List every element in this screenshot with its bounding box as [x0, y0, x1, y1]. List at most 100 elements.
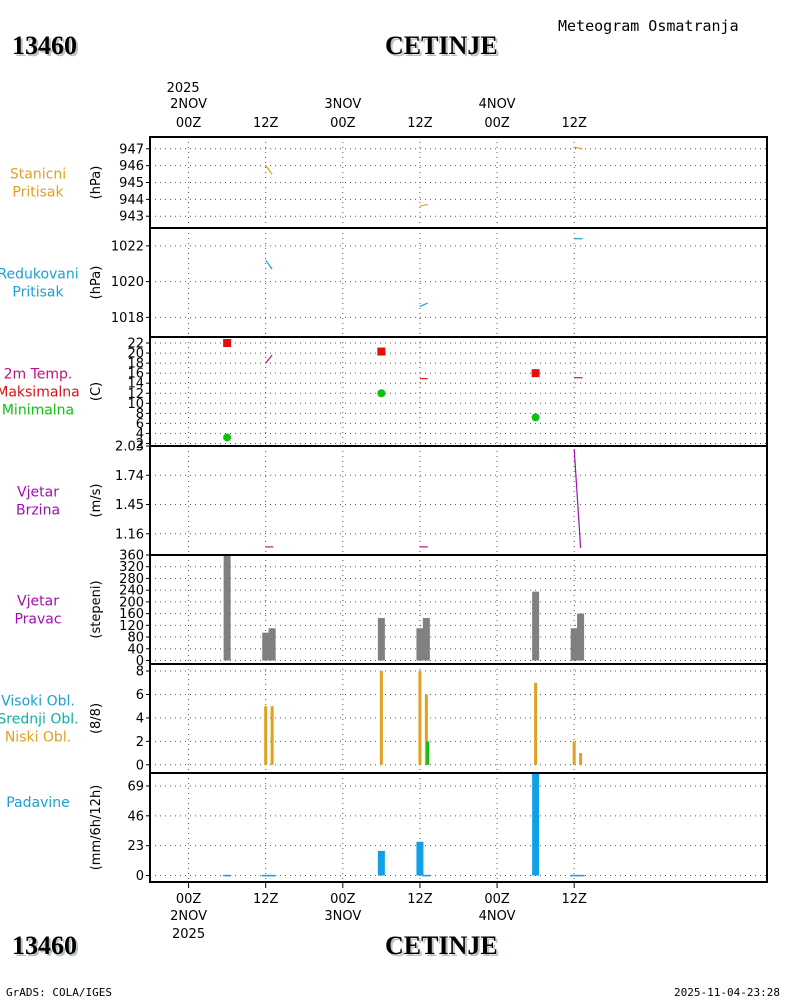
- panel-frame: [149, 136, 768, 229]
- top-time-tick-label: 00Z: [484, 116, 510, 131]
- panel-frame: [149, 227, 768, 338]
- max-temp-point: [531, 369, 540, 378]
- data-bar: [270, 706, 274, 765]
- value-tick-label: 46: [127, 809, 144, 824]
- panel-precipitation: 69 46 23 0 (mm/6h/12h) Padavine: [6, 772, 768, 884]
- value-tick-label: 10: [127, 397, 144, 412]
- data-bar: [426, 741, 430, 765]
- legend-label: Padavine: [6, 795, 70, 811]
- data-bar: [268, 628, 276, 661]
- panel-station-pressure: 947 946 945 944 943 (hPa) Stanicni Pritisak: [10, 136, 768, 229]
- max-temp-point: [377, 347, 386, 356]
- data-bar: [261, 874, 270, 877]
- value-tick-label: 40: [127, 642, 144, 657]
- value-tick-label: 946: [119, 159, 144, 174]
- data-bar: [422, 617, 430, 661]
- max-temp-point: [223, 339, 232, 348]
- value-tick-label: 23: [127, 839, 144, 854]
- panel-frame: [149, 772, 768, 883]
- panel-clouds: 8 6 4 2 0 (8/8) Visoki Obl. Srednji Obl. Niski O…: [0, 663, 768, 774]
- value-tick-label: 1.74: [115, 469, 144, 484]
- bottom-time-tick-label: 00Z: [176, 892, 202, 907]
- data-bar: [264, 706, 268, 765]
- bottom-time-tick-label: 12Z: [561, 892, 587, 907]
- value-tick-label: 360: [119, 549, 144, 564]
- value-tick-label: 4: [136, 427, 144, 442]
- value-tick-label: 320: [119, 560, 144, 575]
- panel-frame: [149, 445, 768, 556]
- bottom-time-tick-label: 00Z: [330, 892, 356, 907]
- value-tick-label: 1.16: [115, 527, 144, 542]
- legend-label: Stanicni: [10, 167, 66, 183]
- panel-frame: [149, 663, 768, 774]
- value-tick-label: 2.03: [115, 440, 144, 455]
- unit-label: (hPa): [89, 266, 104, 300]
- min-temp-point: [223, 433, 232, 442]
- legend-label: Brzina: [16, 503, 60, 519]
- legend-label: Pritisak: [12, 285, 64, 301]
- series-line: [574, 146, 583, 150]
- data-bar: [572, 741, 576, 765]
- value-tick-label: 945: [119, 176, 144, 191]
- data-bar: [577, 613, 585, 661]
- value-tick-label: 0: [136, 758, 144, 773]
- legend-label: Niski Obl.: [5, 730, 71, 746]
- credit-text: GrADS: COLA/IGES: [6, 986, 112, 999]
- value-tick-label: 16: [127, 367, 144, 382]
- panels: 947946945944943(hPa)StanicniPritisak1022…: [0, 136, 768, 884]
- panel-wind-speed: 2.03 1.74 1.45 1.16 (m/s) Vjetar Brzina: [16, 440, 768, 556]
- value-tick-label: 20: [127, 347, 144, 362]
- value-tick-label: 943: [119, 210, 144, 225]
- value-tick-label: 14: [127, 377, 144, 392]
- value-tick-label: 18: [127, 357, 144, 372]
- top-date-label: 4NOV: [479, 97, 516, 112]
- data-bar: [379, 671, 383, 765]
- value-tick-label: 1.45: [115, 498, 144, 513]
- unit-label: (m/s): [89, 484, 104, 518]
- top-date-label: 3NOV: [324, 97, 361, 112]
- data-bar: [532, 773, 540, 876]
- legend-label: Minimalna: [2, 403, 74, 419]
- data-bar: [377, 850, 385, 876]
- unit-label: (stepeni): [89, 580, 104, 638]
- data-bar: [534, 682, 538, 765]
- legend-label: Vjetar: [17, 485, 59, 501]
- value-tick-label: 6: [136, 417, 144, 432]
- series-line: [265, 165, 273, 175]
- top-year-label: 2025: [167, 81, 200, 96]
- legend-label: Visoki Obl.: [1, 694, 75, 710]
- legend-label: Redukovani: [0, 267, 79, 283]
- value-tick-label: 2: [136, 735, 144, 750]
- bottom-year-label: 2025: [172, 927, 205, 942]
- top-time-tick-label: 12Z: [407, 116, 433, 131]
- legend-label: Srednji Obl.: [0, 712, 79, 728]
- data-bar: [570, 628, 578, 661]
- value-tick-label: 12: [127, 387, 144, 402]
- value-tick-label: 8: [136, 407, 144, 422]
- station-name-footer: CETINJE: [385, 931, 498, 960]
- legend-label: Pravac: [14, 612, 61, 628]
- unit-label: (C): [89, 382, 104, 401]
- top-time-tick-label: 12Z: [253, 116, 279, 131]
- unit-label: (hPa): [89, 166, 104, 200]
- min-temp-point: [377, 389, 386, 398]
- data-bar: [576, 874, 585, 877]
- value-tick-label: 120: [119, 619, 144, 634]
- bottom-time-tick-label: 00Z: [484, 892, 510, 907]
- data-bar: [416, 628, 424, 661]
- data-bar: [424, 694, 428, 765]
- value-tick-label: 6: [136, 688, 144, 703]
- data-bar: [532, 591, 540, 661]
- data-bar: [262, 632, 270, 661]
- top-time-tick-label: 00Z: [176, 116, 202, 131]
- render-timestamp: 2025-11-04-23:28: [674, 986, 780, 999]
- series-line: [265, 354, 273, 364]
- value-tick-label: 22: [127, 337, 144, 352]
- station-id-header: 13460: [12, 31, 77, 60]
- data-bar: [223, 874, 232, 877]
- legend-label: Pritisak: [12, 185, 64, 201]
- value-tick-label: 1018: [111, 311, 144, 326]
- value-tick-label: 200: [119, 595, 144, 610]
- unit-label: (mm/6h/12h): [89, 785, 104, 871]
